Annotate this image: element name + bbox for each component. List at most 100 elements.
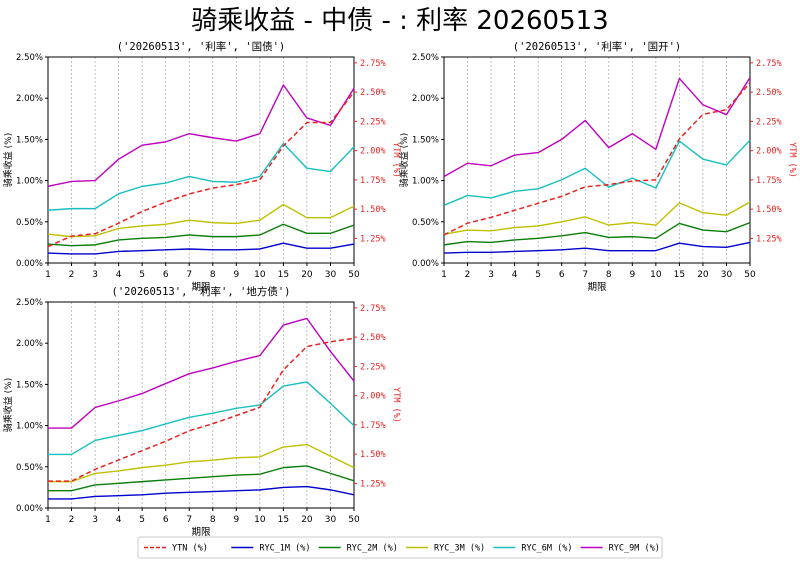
series-line-ryc-9m — [48, 317, 355, 429]
y-tick-label-left: 0.50% — [16, 463, 43, 473]
y-tick-label-right: 1.75% — [756, 176, 782, 186]
x-tick-label: 3 — [92, 515, 98, 525]
y-tick-label-right: 1.50% — [360, 205, 386, 215]
series-line-ryc-9m — [47, 84, 355, 188]
plot-frame — [47, 301, 355, 509]
y-tick-label-left: 1.50% — [16, 380, 43, 390]
chart-title: ('20260513', '利率', '国开') — [513, 40, 681, 53]
plot-frame — [443, 56, 751, 264]
x-tick-label: 5 — [535, 270, 541, 280]
x-tick-label: 7 — [186, 270, 192, 280]
y-tick-label-right: 1.50% — [360, 450, 386, 460]
y-axis-label-left: 骑乘收益 (%) — [2, 133, 14, 187]
x-tick-label: 10 — [650, 270, 662, 280]
x-tick-label: 2 — [465, 270, 471, 280]
y-tick-label-right: 2.00% — [360, 147, 386, 157]
legend-item: RYC_3M (%) — [406, 544, 485, 554]
legend-label: RYC_6M (%) — [521, 544, 572, 554]
x-tick-label: 30 — [325, 515, 337, 525]
x-tick-label: 10 — [254, 270, 266, 280]
legend-label: RYC_2M (%) — [347, 544, 398, 554]
x-tick-label: 4 — [512, 270, 518, 280]
y-tick-label-right: 2.50% — [360, 88, 386, 98]
y-tick-label-left: 1.50% — [16, 135, 43, 145]
chart-3: ('20260513', '利率', '地方债') 1 2 3 4 5 6 7 8 9 10 15 20… — [2, 285, 401, 538]
series-line-ryc-6m — [48, 381, 355, 456]
y-tick-label-right: 2.25% — [360, 362, 386, 372]
series-line-ryc-1m — [443, 241, 751, 254]
x-tick-label: 1 — [45, 515, 51, 525]
x-tick-label: 1 — [45, 270, 51, 280]
y-tick-label-left: 1.00% — [412, 177, 439, 187]
y-tick-label-right: 1.25% — [360, 479, 386, 489]
legend-item: RYC_6M (%) — [493, 544, 573, 554]
x-tick-label: 6 — [163, 515, 169, 525]
x-axis-label: 期限 — [191, 527, 211, 538]
x-tick-label: 50 — [348, 270, 360, 280]
series-line-ryc-6m — [443, 139, 751, 206]
y-tick-label-right: 2.50% — [756, 88, 782, 98]
chart-title: ('20260513', '利率', '国债') — [117, 40, 285, 53]
plot-frame — [47, 56, 355, 264]
legend-box — [137, 536, 663, 559]
series-line-ryc-1m — [47, 242, 355, 255]
x-tick-label: 15 — [278, 515, 289, 525]
y-tick-label-left: 0.00% — [412, 259, 439, 269]
x-tick-label: 10 — [254, 515, 266, 525]
x-tick-label: 6 — [163, 270, 169, 280]
chart-title: ('20260513', '利率', '地方债') — [112, 285, 291, 298]
y-axis-label-right: YTM (%) — [391, 142, 401, 178]
y-tick-label-right: 1.75% — [360, 421, 386, 431]
page-title: 骑乘收益 - 中债 - : 利率 20260513 — [191, 6, 608, 36]
y-tick-label-right: 2.25% — [360, 117, 386, 127]
x-tick-label: 15 — [674, 270, 685, 280]
y-tick-label-right: 2.75% — [360, 59, 386, 69]
series-line-ryc-3m — [47, 203, 355, 238]
y-tick-label-left: 1.00% — [16, 422, 43, 432]
x-tick-label: 30 — [721, 270, 733, 280]
x-tick-label: 4 — [116, 270, 122, 280]
x-tick-label: 9 — [233, 270, 239, 280]
x-tick-label: 9 — [629, 270, 635, 280]
x-tick-label: 30 — [325, 270, 337, 280]
x-axis-label: 期限 — [191, 282, 211, 293]
y-axis-label-right: YTM (%) — [787, 142, 797, 178]
series-line-ryc-3m — [443, 201, 751, 235]
x-tick-label: 3 — [488, 270, 494, 280]
y-tick-label-right: 1.50% — [756, 205, 782, 215]
y-tick-label-left: 1.00% — [16, 177, 43, 187]
series-line-ryc-2m — [48, 465, 355, 492]
x-tick-label: 6 — [559, 270, 565, 280]
series-line-ryc-2m — [47, 223, 355, 247]
x-tick-label: 2 — [69, 515, 75, 525]
x-tick-label: 7 — [582, 270, 588, 280]
chart-1: ('20260513', '利率', '国债') 1 2 3 4 5 6 7 8 9 10 15 20 3… — [2, 40, 401, 293]
x-tick-label: 1 — [441, 270, 447, 280]
y-axis-label-right: YTM (%) — [391, 387, 401, 423]
series-line-ryc-2m — [443, 221, 751, 246]
series-line-ryc-3m — [48, 443, 355, 483]
x-tick-label: 2 — [69, 270, 75, 280]
y-tick-label-left: 2.50% — [16, 53, 43, 63]
y-tick-label-right: 2.00% — [360, 392, 386, 402]
x-tick-label: 8 — [210, 515, 216, 525]
x-tick-label: 15 — [278, 270, 289, 280]
x-tick-label: 20 — [301, 270, 313, 280]
x-tick-label: 20 — [301, 515, 313, 525]
x-axis-label: 期限 — [587, 282, 607, 293]
legend-label: RYC_3M (%) — [434, 544, 485, 554]
x-tick-label: 20 — [697, 270, 709, 280]
y-tick-label-right: 1.75% — [360, 176, 386, 186]
y-tick-label-left: 2.50% — [16, 298, 43, 308]
series-line-ryc-9m — [443, 77, 751, 178]
y-tick-label-left: 1.50% — [412, 135, 439, 145]
y-tick-label-left: 0.00% — [16, 259, 43, 269]
x-tick-label: 50 — [744, 270, 756, 280]
series-line-ytm — [48, 337, 355, 482]
x-tick-label: 8 — [210, 270, 216, 280]
y-tick-label-right: 2.75% — [360, 304, 386, 314]
x-tick-label: 8 — [606, 270, 612, 280]
y-tick-label-left: 2.00% — [16, 339, 43, 349]
y-tick-label-left: 0.50% — [16, 218, 43, 228]
x-tick-label: 3 — [92, 270, 98, 280]
